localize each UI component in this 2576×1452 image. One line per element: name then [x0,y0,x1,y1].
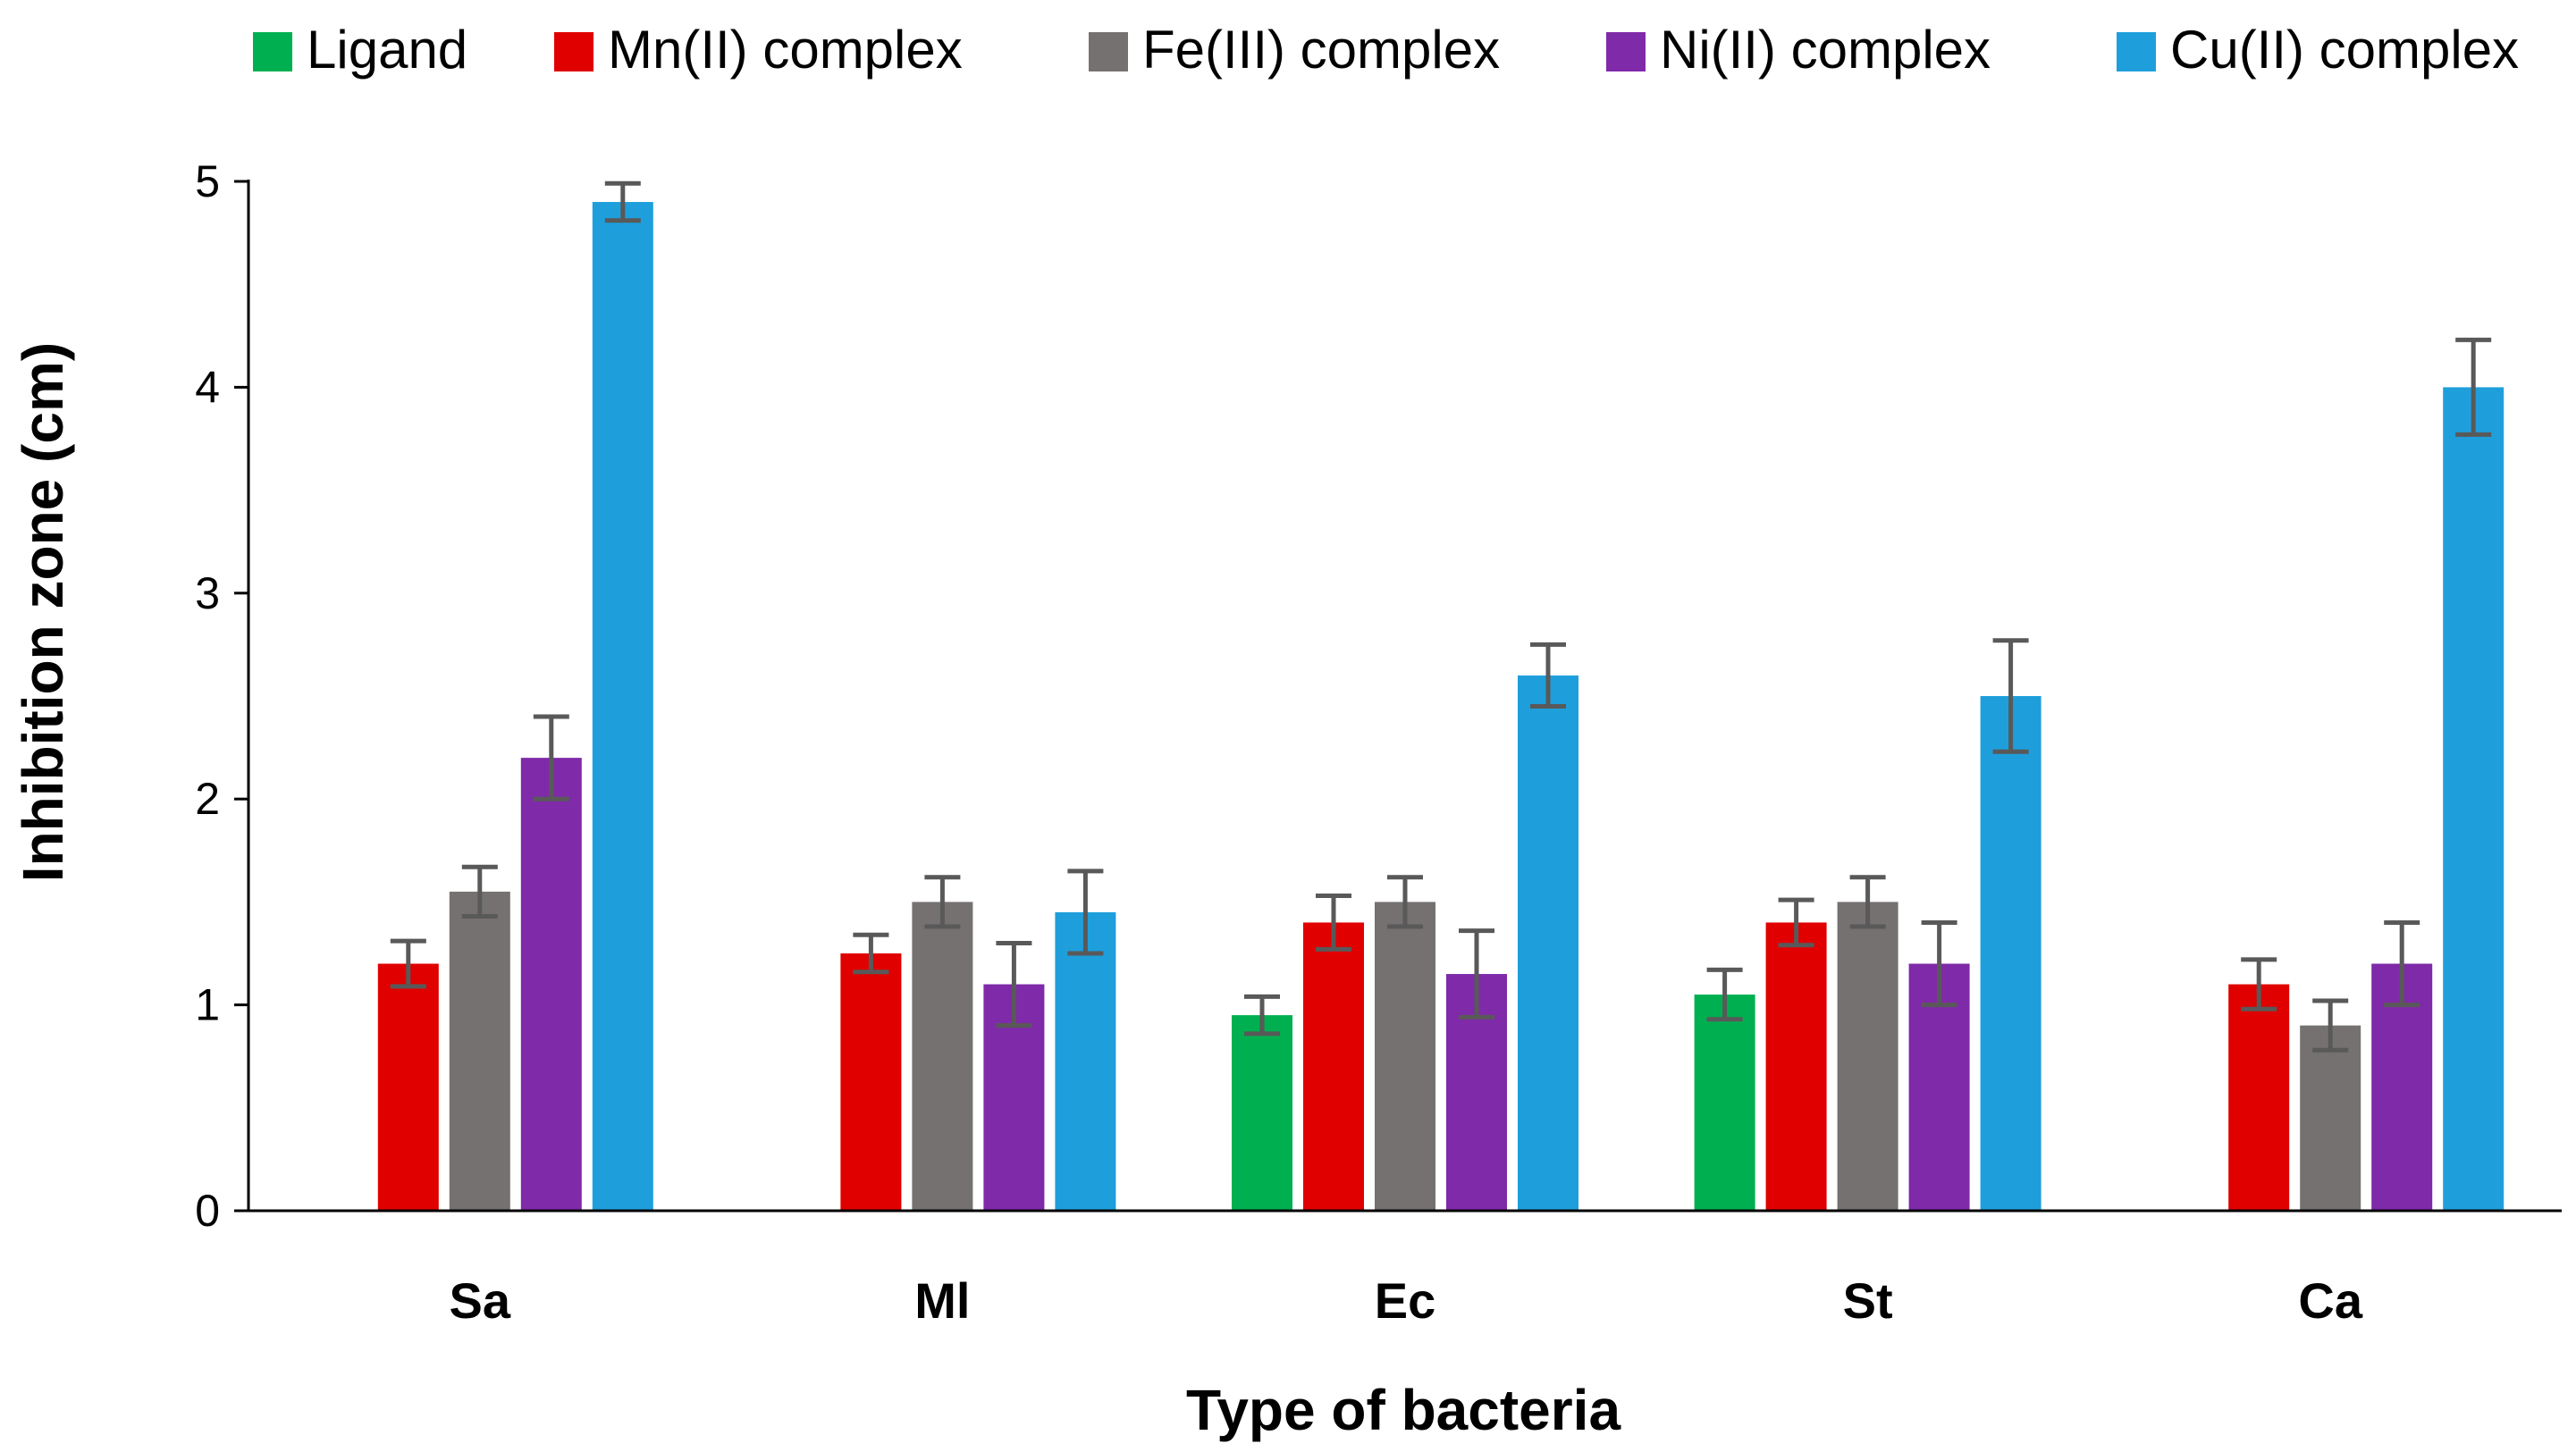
bar [520,758,582,1211]
legend-item: Ni(II) complex [1606,20,1991,80]
y-tick-label: 4 [195,362,220,412]
bar [1303,922,1364,1211]
error-bar [924,875,961,929]
bar [2228,984,2290,1211]
y-axis: 0 1 2 3 4 5 [195,156,250,1236]
category-label: Ca [2298,1272,2362,1329]
y-tick-label: 2 [195,774,220,824]
y-tick-label: 1 [195,980,220,1030]
y-tick-label: 5 [195,156,220,206]
x-axis-title: Type of bacteria [1186,1378,1621,1442]
legend-label: Cu(II) complex [2170,20,2519,80]
bar [592,202,653,1211]
error-bar [461,864,498,919]
bar [1375,902,1435,1211]
error-bar [1921,919,1957,1008]
bar [840,953,902,1211]
bar [912,902,973,1211]
bar [1765,922,1827,1211]
legend: Ligand Mn(II) complex Fe(III) complex Ni(II… [253,20,2519,80]
bar [1837,902,1898,1211]
error-bar [604,180,641,223]
legend-item: Ligand [253,20,467,80]
legend-swatch [1606,32,1646,71]
error-bar [1778,897,1814,948]
legend-swatch [554,32,593,71]
bar [1055,911,1116,1211]
error-bar [2241,957,2277,1011]
legend-swatch [2117,32,2156,71]
error-bar [2312,998,2349,1053]
bar [1518,675,1578,1211]
legend-label: Ni(II) complex [1660,20,1991,80]
error-bar [1316,893,1351,952]
legend-item: Mn(II) complex [554,20,963,80]
x-axis: Sa Ml Ec St Ca [248,1209,2562,1329]
legend-label: Mn(II) complex [608,20,963,80]
error-bar [1849,875,1886,929]
bars [377,180,2504,1211]
legend-item: Fe(III) complex [1089,20,1500,80]
bar [377,963,439,1211]
category-label: Sa [450,1272,511,1329]
error-bar [533,714,569,802]
legend-swatch [253,32,292,71]
error-bar [1992,638,2029,754]
error-bar [1067,869,1104,956]
legend-label: Fe(III) complex [1142,20,1500,80]
error-bar [2455,337,2492,437]
y-tick-label: 3 [195,568,220,618]
error-bar [1244,994,1280,1037]
legend-item: Cu(II) complex [2117,20,2519,80]
error-bar [1387,875,1423,929]
error-bar [2384,919,2420,1008]
category-label: St [1843,1272,1893,1329]
legend-label: Ligand [307,20,467,80]
error-bar [1459,928,1494,1020]
bar [2443,387,2504,1211]
error-bar [996,940,1032,1028]
y-tick-label: 0 [195,1186,220,1236]
bar [1694,995,1755,1211]
bar [2300,1025,2361,1211]
bar [449,891,510,1211]
error-bar [1706,967,1743,1022]
legend-swatch [1089,32,1128,71]
error-bar [390,938,426,989]
y-axis-title: Inhibition zone (cm) [11,342,75,882]
bar [1232,1015,1292,1211]
bar [1980,696,2041,1211]
category-label: Ml [914,1272,970,1329]
error-bar [853,932,889,975]
error-bar [1530,642,1566,709]
category-label: Ec [1375,1272,1436,1329]
